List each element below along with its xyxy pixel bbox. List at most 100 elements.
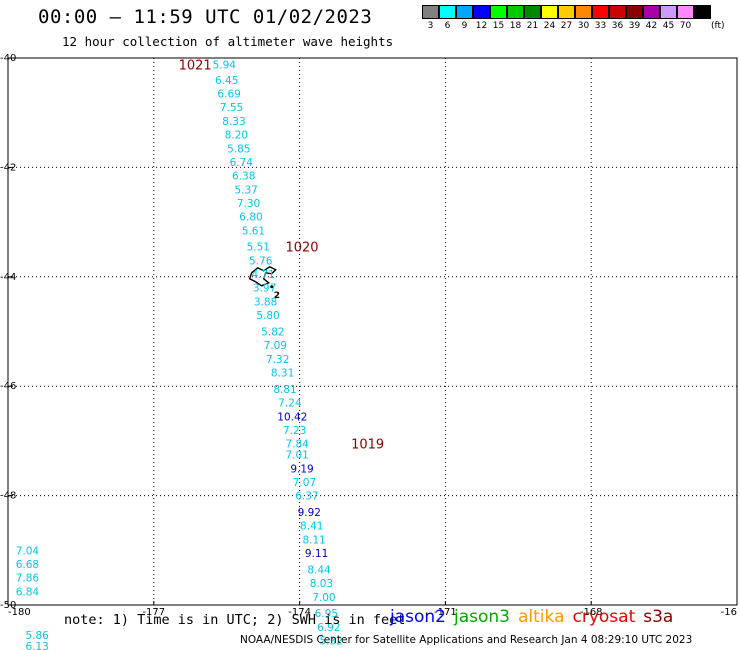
legend-cell: 21: [523, 5, 541, 31]
time-label: 1019: [351, 438, 384, 453]
legend-cell: 3: [421, 5, 439, 31]
wave-height-value: 7.55: [220, 102, 243, 114]
wave-height-value: 6.95: [315, 608, 338, 620]
wave-height-value: 8.41: [300, 521, 323, 533]
legend-swatch: [574, 5, 592, 19]
wave-height-value: 5.85: [227, 143, 250, 155]
legend-cell: 15: [489, 5, 507, 31]
wave-height-value: 6.84: [16, 586, 40, 598]
wave-height-value: 5.76: [249, 255, 273, 267]
legend-unit: (ft): [711, 21, 725, 31]
legend-swatch: [421, 5, 439, 19]
lon-tick-label: -177: [142, 607, 165, 618]
satellite-cryosat: cryosat: [572, 607, 636, 627]
wave-height-value: 5.51: [247, 242, 270, 254]
legend-swatch: [659, 5, 677, 19]
wave-height-value: 5.94: [213, 60, 237, 72]
wave-height-value: 6.45: [215, 75, 238, 87]
legend-swatch: [540, 5, 558, 19]
legend-cell: 18: [506, 5, 524, 31]
wave-height-value: 7.07: [293, 477, 316, 489]
wave-height-value: 7.24: [278, 398, 302, 410]
legend-cell: 9: [455, 5, 473, 31]
legend-label: 27: [560, 21, 573, 31]
legend-swatch: [676, 5, 694, 19]
legend-swatch: [489, 5, 507, 19]
map-frame: [7, 57, 738, 606]
wave-height-value: 6.80: [239, 212, 262, 224]
legend-cell: 70: [676, 5, 694, 31]
wave-height-value: 5.80: [256, 310, 279, 322]
wave-height-value: 8.11: [302, 534, 325, 546]
wave-height-value: 5.37: [234, 184, 257, 196]
page-subtitle: 12 hour collection of altimeter wave hei…: [62, 34, 394, 49]
legend-cell: 33: [591, 5, 609, 31]
legend-swatch: [608, 5, 626, 19]
legend-cell: 6: [438, 5, 456, 31]
legend-label: 21: [526, 21, 539, 31]
legend-label: 45: [662, 21, 675, 31]
wave-height-value: 9.11: [305, 548, 328, 560]
legend-label: 30: [577, 21, 590, 31]
wave-height-value: 9.92: [298, 507, 321, 519]
wave-height-value: 9.19: [290, 463, 313, 475]
legend-cell: [693, 5, 711, 31]
wave-height-value: 7.01: [285, 450, 308, 462]
wave-height-value: 6.69: [217, 89, 240, 101]
legend-label: 6: [444, 21, 451, 31]
wave-height-value: 6.74: [230, 157, 254, 169]
wave-height-value: 5.61: [242, 225, 265, 237]
lon-tick-label: -16: [721, 607, 737, 618]
legend-label: 39: [628, 21, 641, 31]
legend-swatch: [642, 5, 660, 19]
legend-cell: 36: [608, 5, 626, 31]
satellite-jason2: jason2: [390, 607, 446, 627]
island-outline: [248, 265, 277, 287]
wave-height-value: 5.32: [319, 636, 342, 648]
wave-height-value: 8.81: [273, 384, 296, 396]
time-label: 1020: [285, 241, 318, 256]
lon-tick-label: -180: [8, 607, 31, 618]
legend-cell: 42: [642, 5, 660, 31]
wave-height-value: 8.31: [271, 368, 294, 380]
legend-swatch: [472, 5, 490, 19]
satellite-jason3: jason3: [454, 607, 510, 627]
wave-height-value: 7.84: [285, 439, 309, 451]
island-label: 2: [274, 291, 280, 301]
wave-height-value: 7.32: [266, 354, 289, 366]
legend-label: 33: [594, 21, 607, 31]
legend-label: 70: [679, 21, 692, 31]
lon-tick-label: -171: [434, 607, 457, 618]
wave-height-value: 8.03: [310, 578, 333, 590]
legend-swatch: [693, 5, 711, 19]
wave-height-value: 5.86: [25, 630, 49, 642]
wave-height-value: 7.09: [264, 340, 287, 352]
legend-label: 18: [509, 21, 522, 31]
legend-label: 36: [611, 21, 624, 31]
legend-label: 15: [492, 21, 505, 31]
wave-height-value: 4.71: [251, 269, 274, 281]
legend-swatch: [625, 5, 643, 19]
wave-height-value: 8.20: [225, 130, 248, 142]
legend-cell: 39: [625, 5, 643, 31]
legend-swatch: [455, 5, 473, 19]
legend-label: 24: [543, 21, 556, 31]
wave-height-value: 6.92: [317, 622, 340, 634]
wave-height-value: 10.42: [277, 411, 307, 423]
wave-height-value: 7.04: [16, 545, 40, 557]
wave-height-value: 7.00: [312, 592, 335, 604]
color-legend: 3 6 9 12 15 18 21 24 27 30 33 36 39 42 45 70: [421, 5, 711, 31]
wave-height-value: 8.33: [222, 116, 245, 128]
wave-height-value: 8.44: [307, 564, 331, 576]
satellite-legend: jason2 jason3 altika cryosat s3a: [390, 607, 681, 627]
legend-cell: 45: [659, 5, 677, 31]
satellite-s3a: s3a: [643, 607, 674, 627]
time-label: 1021: [179, 59, 212, 74]
wave-height-value: 3.88: [254, 296, 277, 308]
legend-label: 12: [475, 21, 488, 31]
wave-height-value: 6.38: [232, 171, 255, 183]
credit-footer: NOAA/NESDIS Center for Satellite Applica…: [240, 634, 693, 646]
wave-height-value: 3.97: [253, 283, 276, 295]
legend-cell: 24: [540, 5, 558, 31]
wave-height-value: 6.68: [16, 559, 39, 571]
